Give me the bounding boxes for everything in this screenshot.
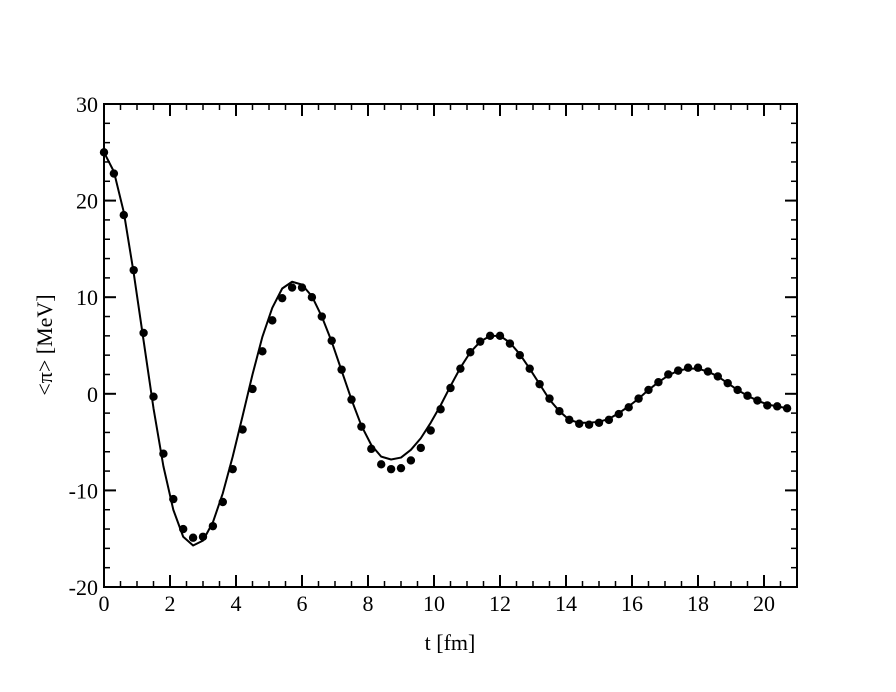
series-line [103,151,788,547]
y-tick-label: -10 [69,478,98,503]
y-tick-label: 20 [76,189,98,214]
x-tick-label: 6 [297,591,308,616]
x-tick-label: 20 [753,591,775,616]
x-tick-label: 10 [423,591,445,616]
y-tick-label: 0 [87,382,98,407]
y-axis-label: <π> [MeV] [32,294,57,395]
data-point [386,464,396,474]
data-point [287,283,297,292]
x-tick-label: 16 [621,591,643,616]
data-point [416,443,425,453]
data-point [258,347,267,356]
y-tick-label: -20 [69,575,98,600]
x-tick-label: 8 [363,591,374,616]
plot-frame [103,103,798,588]
x-tick-label: 2 [165,591,176,616]
data-point [268,316,277,325]
y-tick-label: 10 [76,285,98,310]
x-tick-label: 0 [99,591,110,616]
x-tick-label: 18 [687,591,709,616]
data-point [377,460,386,469]
data-point [297,283,307,292]
data-point [396,463,406,473]
x-tick-label: 14 [555,591,577,616]
x-tick-label: 4 [231,591,242,616]
x-tick-label: 12 [489,591,511,616]
data-point [426,426,435,435]
data-point [406,456,416,465]
data-point [278,293,287,303]
x-axis-label: t [fm] [425,630,476,655]
y-tick-label: 30 [76,92,98,117]
data-point [188,533,198,542]
